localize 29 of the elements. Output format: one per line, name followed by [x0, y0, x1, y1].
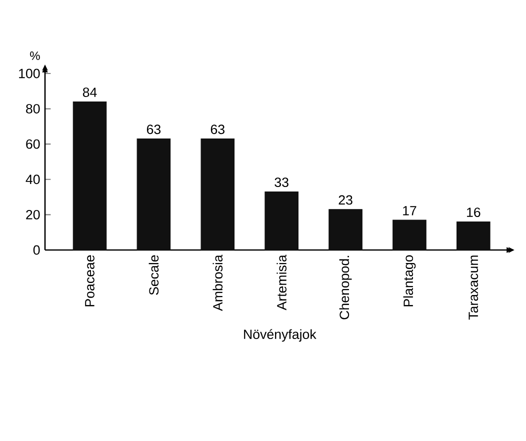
- bar: [392, 220, 426, 250]
- data-label: 63: [210, 124, 224, 134]
- bar: [328, 209, 362, 250]
- bar: [456, 221, 490, 250]
- bar: [136, 138, 171, 250]
- data-label: 84: [82, 88, 97, 98]
- y-tick-label: 60: [26, 139, 40, 149]
- data-label: 16: [467, 208, 480, 218]
- bar: [72, 101, 107, 250]
- y-axis-title: %: [30, 52, 40, 60]
- x-tick-label: Ambrosia: [212, 254, 223, 311]
- x-tick-label: Poaceae: [85, 255, 94, 306]
- y-tick-label: 0: [33, 245, 40, 255]
- y-tick-label: 80: [26, 104, 40, 114]
- y-tick-label: 40: [26, 174, 40, 184]
- data-label: 63: [146, 124, 161, 134]
- x-axis-title: Növényfajok: [244, 329, 316, 342]
- x-tick-label: Plantago: [403, 255, 416, 306]
- y-tick-label: 20: [26, 210, 40, 220]
- data-label: 17: [403, 206, 416, 216]
- x-tick-label: Artemisia: [276, 254, 286, 310]
- bar: [200, 138, 235, 250]
- y-tick-label: 100: [19, 68, 40, 78]
- x-tick-label: Secale: [148, 255, 159, 295]
- bar: [264, 191, 298, 250]
- x-tick-label: Taraxacum: [468, 256, 478, 320]
- x-tick-label: Chenopod.: [339, 256, 352, 320]
- data-label: 23: [338, 195, 352, 205]
- data-label: 33: [274, 178, 288, 188]
